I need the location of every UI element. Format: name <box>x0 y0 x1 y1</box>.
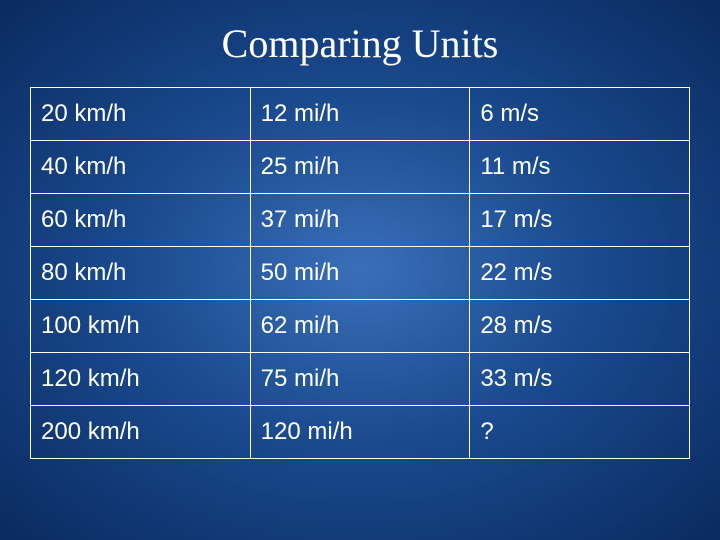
cell-kmh: 40 km/h <box>31 141 251 194</box>
cell-ms: ? <box>470 406 690 459</box>
cell-kmh: 20 km/h <box>31 88 251 141</box>
table-row: 200 km/h 120 mi/h ? <box>31 406 690 459</box>
table-row: 40 km/h 25 mi/h 11 m/s <box>31 141 690 194</box>
page-title: Comparing Units <box>30 20 690 67</box>
table-row: 60 km/h 37 mi/h 17 m/s <box>31 194 690 247</box>
cell-ms: 33 m/s <box>470 353 690 406</box>
cell-ms: 6 m/s <box>470 88 690 141</box>
table-row: 100 km/h 62 mi/h 28 m/s <box>31 300 690 353</box>
cell-mih: 12 mi/h <box>250 88 470 141</box>
table-row: 20 km/h 12 mi/h 6 m/s <box>31 88 690 141</box>
units-table: 20 km/h 12 mi/h 6 m/s 40 km/h 25 mi/h 11… <box>30 87 690 459</box>
cell-mih: 62 mi/h <box>250 300 470 353</box>
cell-ms: 22 m/s <box>470 247 690 300</box>
cell-kmh: 60 km/h <box>31 194 251 247</box>
table-row: 120 km/h 75 mi/h 33 m/s <box>31 353 690 406</box>
cell-mih: 75 mi/h <box>250 353 470 406</box>
table-row: 80 km/h 50 mi/h 22 m/s <box>31 247 690 300</box>
slide-container: Comparing Units 20 km/h 12 mi/h 6 m/s 40… <box>0 0 720 540</box>
cell-mih: 25 mi/h <box>250 141 470 194</box>
cell-kmh: 120 km/h <box>31 353 251 406</box>
cell-kmh: 80 km/h <box>31 247 251 300</box>
cell-mih: 50 mi/h <box>250 247 470 300</box>
cell-kmh: 200 km/h <box>31 406 251 459</box>
cell-mih: 120 mi/h <box>250 406 470 459</box>
cell-ms: 28 m/s <box>470 300 690 353</box>
cell-mih: 37 mi/h <box>250 194 470 247</box>
cell-ms: 17 m/s <box>470 194 690 247</box>
cell-kmh: 100 km/h <box>31 300 251 353</box>
cell-ms: 11 m/s <box>470 141 690 194</box>
